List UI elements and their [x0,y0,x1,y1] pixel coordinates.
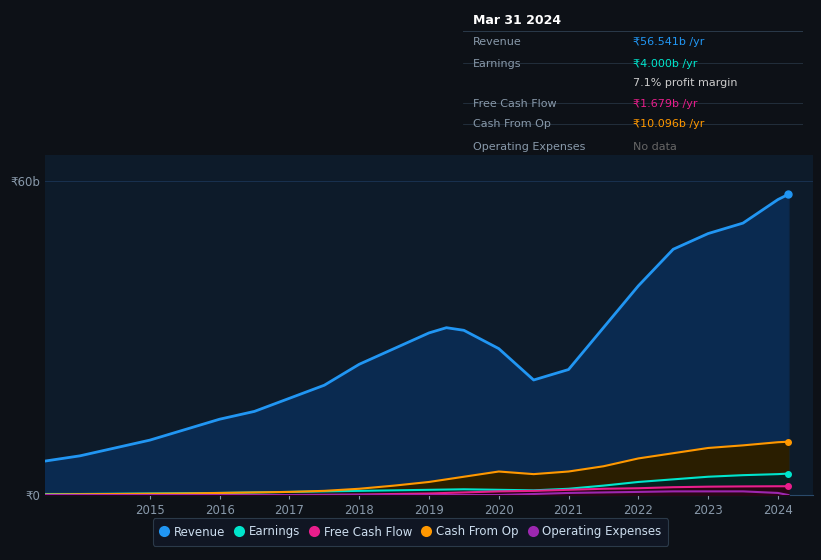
Text: Earnings: Earnings [473,59,521,69]
Text: Free Cash Flow: Free Cash Flow [473,99,557,109]
Text: Mar 31 2024: Mar 31 2024 [473,15,562,27]
Text: ₹10.096b /yr: ₹10.096b /yr [633,119,704,129]
Text: ₹1.679b /yr: ₹1.679b /yr [633,99,698,109]
Text: Revenue: Revenue [473,36,522,46]
Text: ₹56.541b /yr: ₹56.541b /yr [633,36,704,46]
Text: No data: No data [633,142,677,152]
Text: ₹4.000b /yr: ₹4.000b /yr [633,59,697,69]
Text: Operating Expenses: Operating Expenses [473,142,585,152]
Text: Cash From Op: Cash From Op [473,119,551,129]
Text: 7.1% profit margin: 7.1% profit margin [633,78,737,88]
Legend: Revenue, Earnings, Free Cash Flow, Cash From Op, Operating Expenses: Revenue, Earnings, Free Cash Flow, Cash … [153,519,668,545]
